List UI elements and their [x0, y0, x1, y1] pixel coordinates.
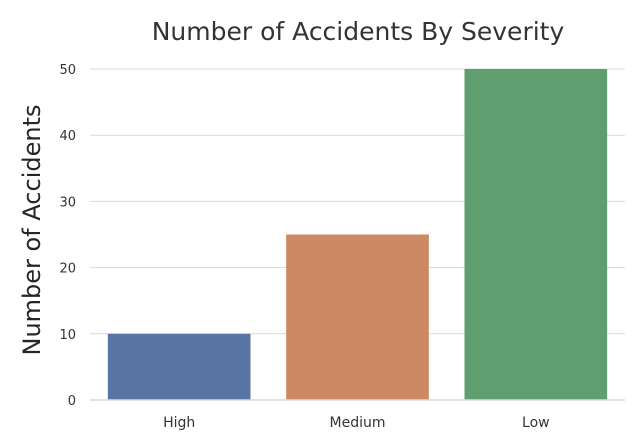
bar-low [464, 69, 608, 400]
x-tick-labels: High Medium Low [163, 415, 550, 431]
chart-title: Number of Accidents By Severity [152, 17, 565, 46]
y-tick-label-0: 0 [68, 394, 76, 409]
x-tick-label-low: Low [522, 415, 550, 431]
y-tick-label-30: 30 [59, 195, 76, 210]
y-axis-label: Number of Accidents [18, 105, 46, 356]
x-tick-label-high: High [163, 415, 195, 431]
x-tick-label-medium: Medium [330, 415, 386, 431]
y-tick-label-40: 40 [59, 129, 76, 144]
y-tick-label-20: 20 [59, 262, 76, 277]
y-tick-label-50: 50 [59, 63, 76, 78]
bar-medium [286, 234, 429, 400]
y-tick-labels: 0 10 20 30 40 50 [59, 63, 76, 409]
bar-high [107, 333, 251, 400]
bars [107, 69, 608, 400]
y-tick-label-10: 10 [59, 328, 76, 343]
